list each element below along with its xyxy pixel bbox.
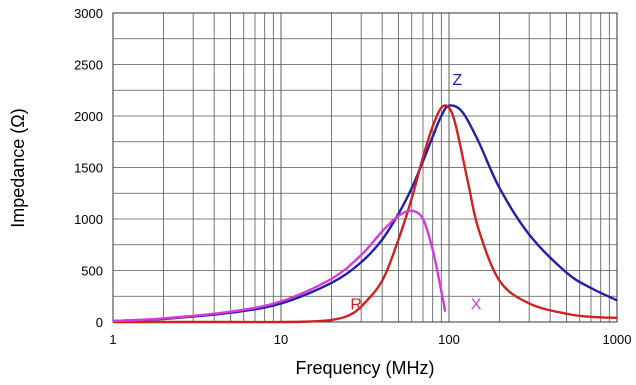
x-tick-label: 10 [274,332,288,347]
x-axis-title: Frequency (MHz) [295,358,434,378]
x-tick-label: 100 [438,332,460,347]
x-tick-label: 1000 [603,332,632,347]
y-tick-label: 1500 [74,161,103,176]
grid [112,12,618,323]
series-line-x [112,209,447,323]
x-tick-label: 1 [109,332,116,347]
y-axis-title: Impedance (Ω) [8,108,28,228]
series-lines [112,104,618,324]
y-tick-label: 0 [96,315,103,330]
series-label-z: Z [452,72,462,89]
labels: 1 10 100 1000 0 500 1000 1500 2000 2500 3000 Z R X [74,6,631,347]
y-tick-label: 500 [81,264,103,279]
plot-frame [112,12,618,323]
series-line-z [112,104,618,323]
y-tick-label: 2000 [74,109,103,124]
series-label-x: X [471,297,482,314]
series-line-r [113,104,618,324]
y-tick-label: 1000 [74,212,103,227]
series-label-r: R [350,297,362,314]
y-tick-label: 3000 [74,6,103,21]
y-tick-label: 2500 [74,58,103,73]
